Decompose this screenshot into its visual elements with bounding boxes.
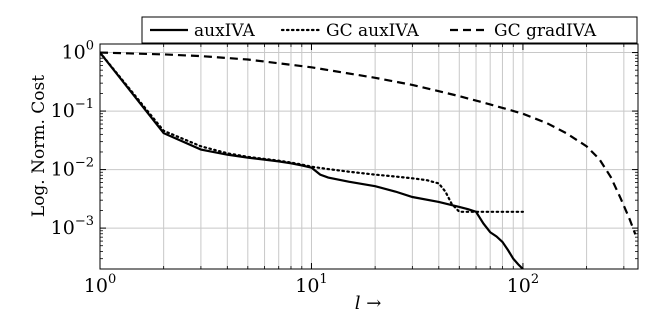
y-axis-title: Log. Norm. Cost <box>29 75 49 217</box>
series-line-gc-auxiva <box>100 51 525 213</box>
legend-label: auxIVA <box>194 21 256 41</box>
axis-ticks <box>99 44 638 270</box>
plot-area-frame <box>99 43 639 270</box>
x-tick-label: 101 <box>295 272 327 297</box>
series-line-gc-gradiva <box>100 51 637 235</box>
y-tick-label: 10−1 <box>51 97 94 122</box>
grid <box>100 44 638 269</box>
x-tick-label: 100 <box>84 272 116 297</box>
series-lines <box>100 51 637 269</box>
legend-box <box>141 16 638 44</box>
series-line-auxiva <box>100 51 524 269</box>
tick-labels: 100 101 102 100 10−1 10−2 10−3 <box>51 39 540 297</box>
y-tick-label: 10−3 <box>51 214 94 239</box>
legend-label: GC auxIVA <box>326 21 420 41</box>
legend-label: GC gradIVA <box>494 21 597 41</box>
y-tick-label: 100 <box>62 39 94 64</box>
y-tick-label: 10−2 <box>51 156 94 181</box>
x-axis-title: l → <box>355 293 382 314</box>
legend: auxIVA GC auxIVA GC gradIVA <box>141 16 638 44</box>
x-tick-label: 102 <box>507 272 539 297</box>
